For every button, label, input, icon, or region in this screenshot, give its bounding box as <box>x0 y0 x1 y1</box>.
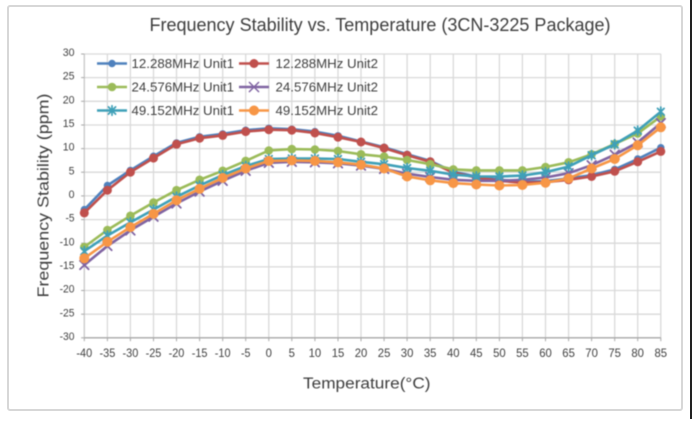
svg-text:-10: -10 <box>60 236 75 248</box>
svg-text:60: 60 <box>539 347 552 360</box>
svg-text:35: 35 <box>424 347 437 360</box>
svg-text:45: 45 <box>470 347 483 360</box>
svg-text:Frequency Stability vs. Temper: Frequency Stability vs. Temperature (3CN… <box>150 14 611 35</box>
svg-text:-15: -15 <box>60 260 75 272</box>
svg-text:20: 20 <box>63 94 75 106</box>
svg-text:25: 25 <box>63 71 75 83</box>
svg-text:-5: -5 <box>241 347 251 360</box>
svg-text:55: 55 <box>516 347 529 360</box>
svg-text:30: 30 <box>63 47 75 59</box>
svg-text:Frequency Stability (ppm): Frequency Stability (ppm) <box>36 94 53 298</box>
svg-text:-30: -30 <box>60 331 75 343</box>
svg-text:85: 85 <box>655 347 668 360</box>
svg-text:-10: -10 <box>215 347 231 360</box>
svg-text:80: 80 <box>631 347 644 360</box>
svg-text:5: 5 <box>69 165 75 177</box>
svg-text:0: 0 <box>266 347 272 360</box>
svg-text:Temperature(°C): Temperature(°C) <box>303 376 431 393</box>
svg-text:-5: -5 <box>66 213 75 225</box>
svg-text:30: 30 <box>401 347 414 360</box>
svg-text:25: 25 <box>378 347 391 360</box>
svg-text:49.152MHz Unit1: 49.152MHz Unit1 <box>132 104 235 118</box>
svg-text:-20: -20 <box>60 284 75 296</box>
svg-text:10: 10 <box>309 347 322 360</box>
svg-text:12.288MHz Unit1: 12.288MHz Unit1 <box>132 57 235 71</box>
svg-text:15: 15 <box>332 347 345 360</box>
svg-text:24.576MHz Unit2: 24.576MHz Unit2 <box>276 80 379 94</box>
svg-text:10: 10 <box>63 142 75 154</box>
svg-text:0: 0 <box>69 189 75 201</box>
svg-text:-20: -20 <box>169 347 185 360</box>
svg-text:70: 70 <box>585 347 598 360</box>
svg-text:-40: -40 <box>76 347 92 360</box>
svg-text:75: 75 <box>608 347 621 360</box>
svg-text:65: 65 <box>562 347 575 360</box>
svg-text:40: 40 <box>447 347 460 360</box>
svg-text:-35: -35 <box>100 347 116 360</box>
svg-text:50: 50 <box>493 347 506 360</box>
svg-text:-25: -25 <box>60 307 75 319</box>
svg-text:-15: -15 <box>192 347 208 360</box>
svg-text:-25: -25 <box>146 347 162 360</box>
svg-text:12.288MHz Unit2: 12.288MHz Unit2 <box>276 57 379 71</box>
svg-text:5: 5 <box>289 347 295 360</box>
svg-text:20: 20 <box>355 347 368 360</box>
svg-text:49.152MHz Unit2: 49.152MHz Unit2 <box>276 104 379 118</box>
svg-text:24.576MHz Unit1: 24.576MHz Unit1 <box>132 80 235 94</box>
svg-text:15: 15 <box>63 118 75 130</box>
svg-text:-30: -30 <box>123 347 139 360</box>
